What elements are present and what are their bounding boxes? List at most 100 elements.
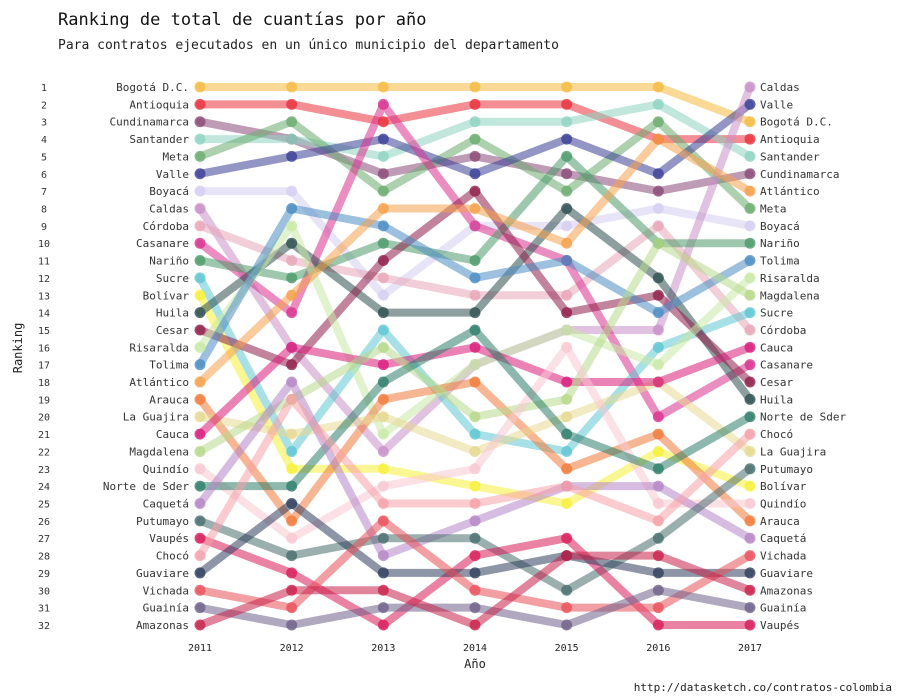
series-point [652, 411, 664, 423]
rank-tick-label: 12 [38, 274, 50, 285]
series-point [561, 376, 573, 388]
series-point [652, 515, 664, 527]
series-point [561, 116, 573, 128]
rank-tick-label: 26 [38, 517, 50, 528]
right-series-label: Cesar [760, 376, 793, 389]
right-series-label: Cundinamarca [760, 168, 839, 181]
series-point [744, 567, 756, 579]
series-point [377, 341, 389, 353]
series-point [652, 168, 664, 180]
series-point [744, 411, 756, 423]
right-series-label: Valle [760, 98, 793, 111]
rank-tick-label: 16 [38, 343, 50, 354]
series-point [469, 619, 481, 631]
left-series-label: Atlántico [129, 376, 189, 389]
series-point [469, 550, 481, 562]
series-point [561, 220, 573, 232]
series-point [194, 498, 206, 510]
series-point [377, 255, 389, 267]
left-series-label: Tolima [149, 359, 189, 372]
series-point [469, 376, 481, 388]
series-point [194, 376, 206, 388]
series-point [744, 498, 756, 510]
right-series-label: Arauca [760, 515, 800, 528]
series-point [377, 81, 389, 93]
rank-tick-label: 18 [38, 378, 50, 389]
rank-tick-label: 27 [38, 534, 50, 545]
series-point [377, 480, 389, 492]
series-point [286, 202, 298, 214]
series-point [561, 619, 573, 631]
series-point [286, 584, 298, 596]
left-series-label: La Guajira [123, 411, 189, 424]
series-point [377, 532, 389, 544]
left-series-label: Vaupés [149, 532, 189, 545]
year-tick-label: 2013 [371, 643, 395, 654]
series-point [469, 185, 481, 197]
left-series-label: Arauca [149, 393, 189, 406]
series-point [744, 445, 756, 457]
series-point [652, 532, 664, 544]
series-point [469, 428, 481, 440]
series-point [377, 202, 389, 214]
series-point [377, 150, 389, 162]
series-point [744, 463, 756, 475]
year-tick-label: 2011 [188, 643, 212, 654]
series-point [194, 411, 206, 423]
series-point [194, 272, 206, 284]
series-point [469, 116, 481, 128]
series-point [286, 602, 298, 614]
series-point [744, 150, 756, 162]
series-point [194, 150, 206, 162]
series-point [377, 428, 389, 440]
rank-tick-label: 14 [38, 309, 50, 320]
left-series-label: Córdoba [143, 220, 189, 233]
series-point [286, 428, 298, 440]
series-point [286, 445, 298, 457]
series-point [377, 567, 389, 579]
right-series-label: Norte de Sder [760, 411, 846, 424]
series-point [286, 550, 298, 562]
series-point [469, 359, 481, 371]
right-series-label: Cauca [760, 341, 793, 354]
right-series-label: Atlántico [760, 185, 820, 198]
series-point [286, 463, 298, 475]
series-point [469, 532, 481, 544]
series-point [561, 445, 573, 457]
series-point [561, 393, 573, 405]
series-point [377, 324, 389, 336]
rank-tick-label: 17 [38, 361, 50, 372]
series-point [469, 202, 481, 214]
series-point [469, 445, 481, 457]
series-point [561, 341, 573, 353]
series-point [286, 150, 298, 162]
series-point [286, 272, 298, 284]
left-series-label: Norte de Sder [103, 480, 189, 493]
series-point [652, 567, 664, 579]
series-point [561, 584, 573, 596]
left-series-label: Quindío [143, 463, 189, 476]
series-point [377, 602, 389, 614]
series-point [652, 220, 664, 232]
series-point [377, 307, 389, 319]
series-point [469, 272, 481, 284]
series-point [286, 480, 298, 492]
rank-tick-label: 21 [38, 430, 50, 441]
rank-tick-label: 28 [38, 552, 50, 563]
right-series-label: Nariño [760, 237, 800, 250]
right-series-label: Córdoba [760, 324, 806, 337]
right-series-label: Chocó [760, 428, 793, 441]
series-point [194, 393, 206, 405]
series-point [469, 289, 481, 301]
rank-tick-label: 29 [38, 569, 50, 580]
left-series-label: Cundinamarca [110, 116, 189, 129]
series-point [286, 116, 298, 128]
series-point [469, 168, 481, 180]
series-point [286, 498, 298, 510]
rank-tick-label: 22 [38, 447, 50, 458]
series-point [744, 532, 756, 544]
series-points [194, 81, 756, 631]
right-series-label: Risaralda [760, 272, 820, 285]
series-point [377, 220, 389, 232]
series-point [561, 307, 573, 319]
